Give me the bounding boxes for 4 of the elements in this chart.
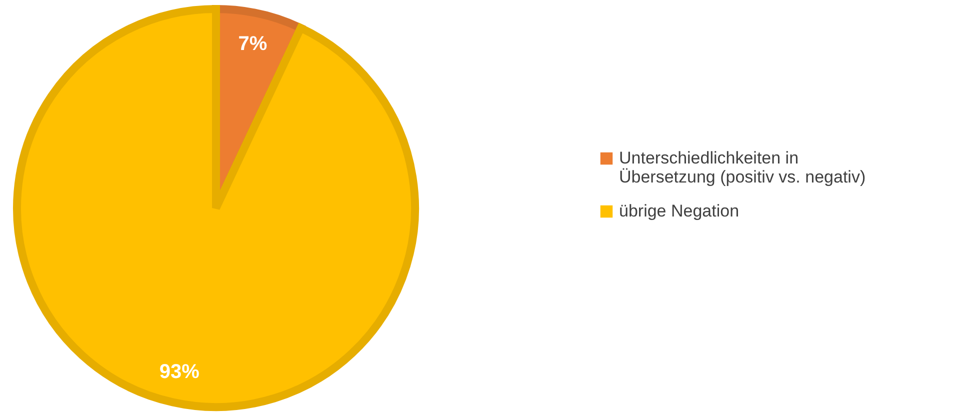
legend-label: Unterschiedlichkeiten in Übersetzung (positiv vs. negativ) xyxy=(619,148,866,186)
data-label: 7% xyxy=(238,33,268,56)
data-label: 93% xyxy=(159,360,200,383)
legend-label: übrige Negation xyxy=(619,202,740,220)
